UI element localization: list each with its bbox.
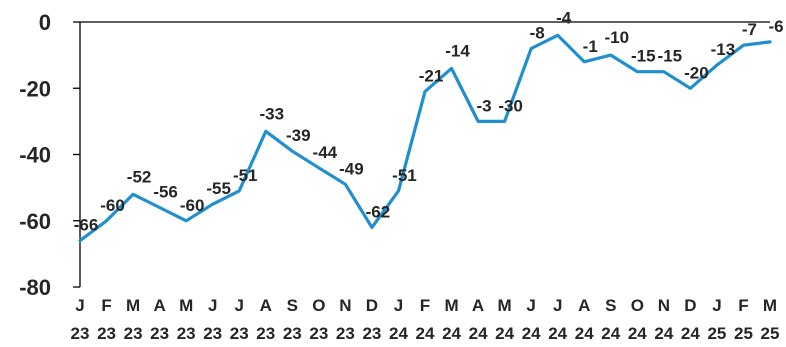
x-tick-month-label: D <box>366 296 378 315</box>
x-tick-month-label: J <box>526 296 535 315</box>
y-axis-ticks: 0 -20 -40 -60 -80 <box>19 10 51 300</box>
x-tick-year-label: 23 <box>283 324 302 343</box>
x-tick-month-label: D <box>684 296 696 315</box>
x-tick-year-label: 24 <box>601 324 620 343</box>
data-label: -4 <box>556 8 572 27</box>
y-tick-label: -60 <box>19 209 51 234</box>
x-tick-year-label: 23 <box>256 324 275 343</box>
chart-axes <box>73 21 770 288</box>
x-tick-month-label: A <box>472 296 484 315</box>
x-tick-year-label: 23 <box>203 324 222 343</box>
data-label: -6 <box>768 17 783 36</box>
x-tick-year-label: 24 <box>495 324 514 343</box>
data-label: -60 <box>180 196 205 215</box>
x-tick-year-label: 23 <box>97 324 116 343</box>
x-tick-year-label: 25 <box>707 324 726 343</box>
x-axis-ticks: J 23 F 23 M 23 A 23 M 23 J 23 J 23 A 23 S 23 O 23 N 23 D 23 J 24 F… <box>71 296 780 343</box>
data-label: -1 <box>583 37 598 56</box>
data-label: -10 <box>604 28 629 47</box>
data-label: -62 <box>366 202 391 221</box>
x-tick-month-label: J <box>208 296 217 315</box>
data-label: -49 <box>339 159 364 178</box>
x-tick-year-label: 25 <box>761 324 780 343</box>
data-labels: -66-60-52-56-60-55-51-33-39-44-49-62-51-… <box>74 8 784 234</box>
x-tick-year-label: 23 <box>309 324 328 343</box>
data-label: -30 <box>498 96 523 115</box>
x-tick-year-label: 24 <box>628 324 647 343</box>
x-tick-year-label: 24 <box>389 324 408 343</box>
x-tick-month-label: O <box>312 296 325 315</box>
data-label: -15 <box>631 47 656 66</box>
x-tick-year-label: 23 <box>336 324 355 343</box>
x-tick-month-label: A <box>578 296 590 315</box>
x-tick-year-label: 25 <box>734 324 753 343</box>
data-label: -15 <box>658 47 683 66</box>
data-label: -8 <box>530 24 545 43</box>
x-tick-month-label: J <box>553 296 562 315</box>
data-label: -66 <box>74 216 99 235</box>
x-tick-year-label: 24 <box>654 324 673 343</box>
data-label: -56 <box>153 183 178 202</box>
x-tick-year-label: 23 <box>124 324 143 343</box>
x-tick-year-label: 24 <box>442 324 461 343</box>
x-tick-month-label: J <box>394 296 403 315</box>
x-tick-year-label: 24 <box>469 324 488 343</box>
data-label: -21 <box>419 67 444 86</box>
x-tick-month-label: M <box>126 296 140 315</box>
x-tick-month-label: J <box>234 296 243 315</box>
x-tick-year-label: 24 <box>575 324 594 343</box>
data-label: -60 <box>100 196 125 215</box>
data-label: -52 <box>127 167 152 186</box>
data-label: -14 <box>445 41 470 60</box>
x-tick-year-label: 23 <box>177 324 196 343</box>
x-tick-year-label: 24 <box>681 324 700 343</box>
x-tick-year-label: 23 <box>230 324 249 343</box>
x-tick-year-label: 24 <box>522 324 541 343</box>
x-tick-month-label: N <box>339 296 351 315</box>
y-tick-label: -40 <box>19 143 51 168</box>
data-label: -55 <box>206 179 231 198</box>
data-label: -51 <box>392 166 417 185</box>
x-tick-year-label: 23 <box>362 324 381 343</box>
x-tick-month-label: J <box>75 296 84 315</box>
x-tick-month-label: F <box>738 296 748 315</box>
x-tick-month-label: S <box>287 296 298 315</box>
x-tick-year-label: 23 <box>71 324 90 343</box>
x-tick-month-label: M <box>763 296 777 315</box>
data-label: -3 <box>477 96 492 115</box>
x-tick-month-label: M <box>179 296 193 315</box>
y-tick-label: -20 <box>19 76 51 101</box>
x-tick-year-label: 24 <box>548 324 567 343</box>
series-line <box>78 33 772 243</box>
x-tick-year-label: 24 <box>416 324 435 343</box>
data-label: -13 <box>711 40 736 59</box>
data-label: -44 <box>313 143 338 162</box>
data-label: -51 <box>233 166 258 185</box>
series-line-group <box>78 33 772 243</box>
x-tick-month-label: J <box>712 296 721 315</box>
x-tick-month-label: A <box>260 296 272 315</box>
data-label: -7 <box>742 20 757 39</box>
data-label: -33 <box>259 104 284 123</box>
x-tick-month-label: F <box>420 296 430 315</box>
x-tick-month-label: S <box>605 296 616 315</box>
data-label: -39 <box>286 126 311 145</box>
x-tick-month-label: M <box>444 296 458 315</box>
x-tick-year-label: 23 <box>150 324 169 343</box>
y-tick-label: -80 <box>19 275 51 300</box>
x-tick-month-label: O <box>631 296 644 315</box>
y-tick-label: 0 <box>39 10 51 35</box>
x-tick-month-label: A <box>153 296 165 315</box>
x-tick-month-label: F <box>101 296 111 315</box>
data-label: -20 <box>684 63 709 82</box>
x-tick-month-label: N <box>658 296 670 315</box>
x-tick-month-label: M <box>498 296 512 315</box>
